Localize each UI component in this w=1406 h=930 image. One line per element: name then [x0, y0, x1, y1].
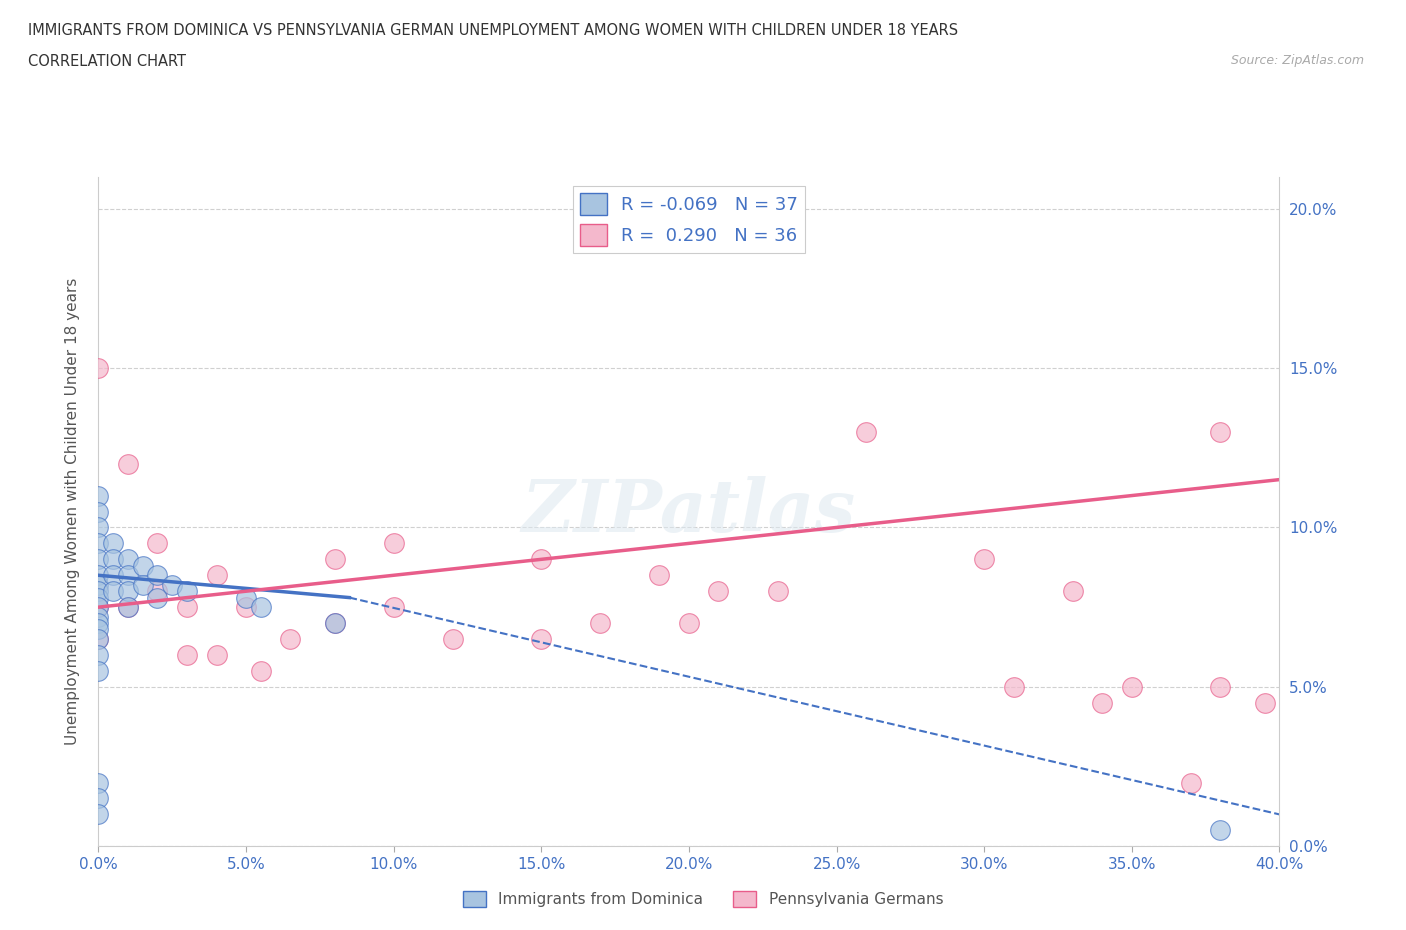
Text: Source: ZipAtlas.com: Source: ZipAtlas.com [1230, 54, 1364, 67]
Point [1180, 775, 1202, 790]
Text: IMMIGRANTS FROM DOMINICA VS PENNSYLVANIA GERMAN UNEMPLOYMENT AMONG WOMEN WITH CH: IMMIGRANTS FROM DOMINICA VS PENNSYLVANIA… [28, 23, 959, 38]
Point [1209, 823, 1232, 838]
Point [278, 631, 302, 646]
Point [176, 584, 198, 599]
Point [87, 807, 110, 822]
Point [1062, 584, 1084, 599]
Point [103, 536, 125, 551]
Point [117, 600, 139, 615]
Point [530, 631, 553, 646]
Point [117, 584, 139, 599]
Point [117, 568, 139, 583]
Point [1002, 680, 1025, 695]
Point [103, 568, 125, 583]
Point [87, 504, 110, 519]
Point [235, 591, 257, 605]
Point [250, 663, 273, 678]
Point [1121, 680, 1143, 695]
Point [589, 616, 612, 631]
Point [87, 622, 110, 637]
Point [323, 616, 346, 631]
Point [87, 600, 110, 615]
Point [87, 631, 110, 646]
Point [1209, 424, 1232, 439]
Point [235, 600, 257, 615]
Point [176, 600, 198, 615]
Point [146, 584, 169, 599]
Point [648, 568, 671, 583]
Text: ZIPatlas: ZIPatlas [522, 476, 856, 547]
Point [162, 578, 183, 592]
Point [87, 600, 110, 615]
Point [87, 791, 110, 806]
Point [855, 424, 877, 439]
Point [176, 647, 198, 662]
Point [1209, 680, 1232, 695]
Point [205, 647, 228, 662]
Point [766, 584, 789, 599]
Point [382, 600, 405, 615]
Point [530, 551, 553, 566]
Point [678, 616, 700, 631]
Point [117, 600, 139, 615]
Point [707, 584, 730, 599]
Point [205, 568, 228, 583]
Text: CORRELATION CHART: CORRELATION CHART [28, 54, 186, 69]
Point [87, 361, 110, 376]
Point [1254, 696, 1277, 711]
Point [87, 520, 110, 535]
Point [146, 568, 169, 583]
Point [87, 551, 110, 566]
Point [973, 551, 995, 566]
Legend: R = -0.069   N = 37, R =  0.290   N = 36: R = -0.069 N = 37, R = 0.290 N = 36 [572, 186, 806, 253]
Point [441, 631, 464, 646]
Point [87, 536, 110, 551]
Point [250, 600, 273, 615]
Point [87, 616, 110, 631]
Point [87, 591, 110, 605]
Point [146, 591, 169, 605]
Point [87, 609, 110, 624]
Legend: Immigrants from Dominica, Pennsylvania Germans: Immigrants from Dominica, Pennsylvania G… [457, 884, 949, 913]
Point [132, 558, 155, 573]
Point [103, 551, 125, 566]
Point [103, 584, 125, 599]
Point [87, 647, 110, 662]
Y-axis label: Unemployment Among Women with Children Under 18 years: Unemployment Among Women with Children U… [65, 278, 80, 745]
Point [382, 536, 405, 551]
Point [87, 663, 110, 678]
Point [117, 457, 139, 472]
Point [87, 578, 110, 592]
Point [87, 488, 110, 503]
Point [87, 631, 110, 646]
Point [132, 578, 155, 592]
Point [323, 616, 346, 631]
Point [146, 536, 169, 551]
Point [323, 551, 346, 566]
Point [117, 551, 139, 566]
Point [87, 584, 110, 599]
Point [87, 775, 110, 790]
Point [87, 568, 110, 583]
Point [1091, 696, 1114, 711]
